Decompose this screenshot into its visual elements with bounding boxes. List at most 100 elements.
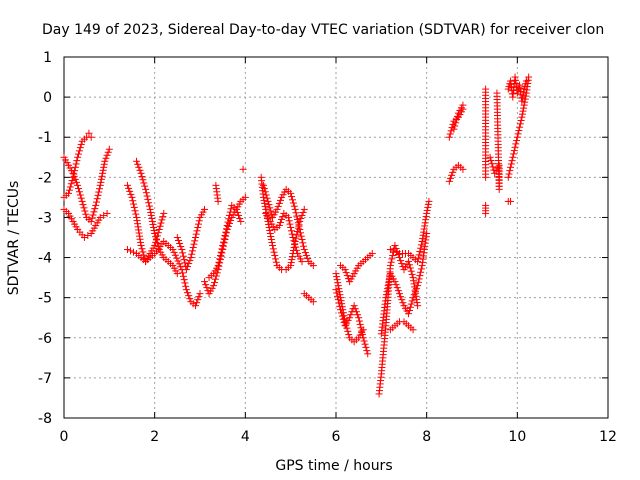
data-point — [191, 237, 199, 245]
data-point — [419, 234, 427, 242]
data-point — [160, 209, 168, 217]
data-point — [309, 298, 317, 306]
data-point — [219, 242, 227, 250]
data-point — [289, 199, 297, 207]
y-tick-label: -4 — [38, 251, 52, 267]
data-point — [170, 248, 178, 256]
data-point — [516, 120, 524, 128]
data-point — [414, 302, 422, 310]
data-point — [405, 307, 413, 315]
data-point — [288, 253, 296, 261]
data-point — [211, 278, 219, 286]
data-point — [185, 260, 193, 268]
data-point — [518, 110, 526, 118]
data-point — [203, 284, 211, 292]
data-point — [195, 293, 203, 301]
data-point — [355, 317, 363, 325]
data-point — [410, 277, 418, 285]
y-tick-label: -3 — [38, 210, 52, 226]
data-point — [397, 293, 405, 301]
data-point — [71, 163, 79, 171]
data-point — [159, 213, 167, 221]
data-point — [338, 312, 346, 320]
data-point — [408, 270, 416, 278]
data-point — [361, 340, 369, 348]
data-point — [100, 160, 108, 168]
data-point — [93, 195, 101, 203]
y-tick-label: -5 — [38, 291, 52, 307]
data-point — [333, 276, 341, 284]
data-point — [69, 173, 77, 181]
data-point — [123, 181, 131, 189]
data-point — [201, 278, 209, 286]
data-point — [193, 227, 201, 235]
data-point — [75, 150, 83, 158]
data-point — [66, 183, 74, 191]
data-point — [449, 168, 457, 176]
data-point — [511, 143, 519, 151]
data-point — [269, 242, 277, 250]
data-point — [459, 101, 467, 109]
data-point — [131, 207, 139, 215]
data-point — [451, 122, 459, 130]
x-tick-label: 12 — [599, 429, 617, 445]
data-point — [236, 214, 244, 222]
data-point — [97, 178, 105, 186]
data-point — [194, 296, 202, 304]
data-point — [132, 210, 140, 218]
data-point — [333, 289, 341, 297]
data-point — [296, 225, 304, 233]
data-point — [262, 208, 270, 216]
data-point — [382, 291, 390, 299]
data-point — [284, 213, 292, 221]
data-point — [291, 240, 299, 248]
data-point — [268, 239, 276, 247]
data-point — [146, 205, 154, 213]
data-point — [82, 210, 90, 218]
data-point — [147, 211, 155, 219]
data-point — [148, 214, 156, 222]
data-point — [136, 232, 144, 240]
data-point — [391, 242, 399, 250]
data-point — [134, 160, 142, 168]
data-point — [288, 196, 296, 204]
data-point — [341, 266, 349, 274]
data-point — [355, 314, 363, 322]
data-point — [405, 261, 413, 269]
data-point — [452, 119, 460, 127]
data-point — [211, 275, 219, 283]
data-point — [382, 294, 390, 302]
data-point — [75, 185, 83, 193]
data-point — [214, 197, 222, 205]
data-point — [351, 305, 359, 313]
data-point — [445, 133, 453, 141]
data-point — [303, 252, 311, 260]
data-point — [133, 157, 141, 165]
data-point — [191, 302, 199, 310]
data-point — [505, 170, 513, 178]
tick-marks — [63, 56, 609, 419]
data-point — [77, 140, 85, 148]
data-point — [264, 197, 272, 205]
data-point — [304, 255, 312, 263]
data-point — [191, 234, 199, 241]
data-point — [218, 245, 226, 253]
data-point — [148, 217, 156, 225]
data-point — [194, 220, 202, 228]
data-point — [195, 217, 203, 225]
data-point — [300, 242, 308, 250]
data-point — [75, 147, 83, 155]
data-point — [446, 174, 454, 182]
data-point — [133, 217, 141, 225]
y-tick-label: 0 — [43, 90, 52, 106]
data-point — [194, 223, 202, 231]
data-point — [97, 175, 105, 183]
data-point — [75, 188, 83, 196]
data-point — [391, 278, 399, 286]
data-point — [142, 185, 150, 193]
data-point — [147, 208, 155, 216]
data-point — [345, 331, 353, 339]
data-point — [356, 320, 364, 328]
data-point — [99, 166, 107, 174]
data-point — [180, 276, 188, 284]
